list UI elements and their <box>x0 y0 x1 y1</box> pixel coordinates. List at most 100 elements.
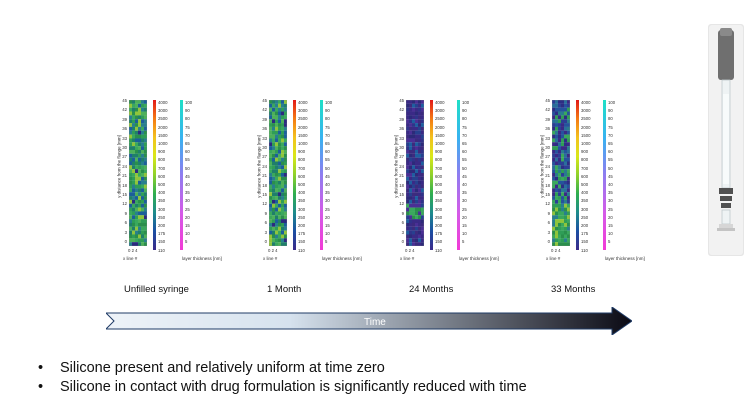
color-scale-tick-label: 1500 <box>158 132 168 138</box>
heatmap-cell <box>141 215 145 220</box>
heatmap-cell <box>415 138 419 143</box>
heatmap-cell <box>561 111 565 116</box>
heatmap-cell <box>555 238 559 243</box>
caption-1-month: 1 Month <box>267 284 302 295</box>
heatmap-cell <box>409 222 413 227</box>
color-scale-tick-label: 200 <box>158 223 166 228</box>
heatmap-cell <box>138 119 142 124</box>
y-tick-label: 45 <box>545 98 550 103</box>
heatmap-cell <box>406 169 410 174</box>
heatmap-cell <box>561 219 565 223</box>
color-scale-tick-label: 200 <box>298 223 306 228</box>
heatmap-cell <box>558 196 562 200</box>
heatmap-cell <box>281 130 285 135</box>
color-scale-tick-label: 800 <box>298 157 306 163</box>
y-tick-label: 36 <box>262 126 267 132</box>
heatmap-cell <box>132 153 136 158</box>
heatmap-cell <box>132 130 136 135</box>
heatmap-cell <box>278 196 282 200</box>
heatmap-cell <box>406 176 410 181</box>
heatmap-cell <box>132 149 136 154</box>
heatmap-cell <box>135 238 139 243</box>
heatmap-cell <box>409 107 413 112</box>
color-scale-tick-label: 4000 <box>581 100 591 105</box>
heatmap-cell <box>144 111 147 116</box>
heatmap-cell <box>558 199 562 204</box>
heatmap-cell <box>567 111 570 116</box>
heatmap-cell <box>144 126 147 131</box>
heatmap-cell <box>555 196 559 200</box>
color-scale-tick-label: 150 <box>158 239 166 245</box>
heatmap-cell <box>141 134 145 139</box>
heatmap-cell <box>558 184 562 189</box>
heatmap-cell <box>132 126 136 131</box>
color-scale-tick-label: 110 <box>158 247 165 253</box>
heatmap-cell <box>144 180 147 185</box>
heatmap-cell <box>552 149 556 154</box>
heatmap-cell <box>269 100 273 104</box>
heatmap-cell <box>412 215 416 220</box>
y-tick-label: 15 <box>399 192 404 197</box>
heatmap-cell <box>132 165 136 170</box>
heatmap-cell <box>409 100 413 104</box>
heatmap-cell <box>421 142 424 147</box>
heatmap-cell <box>144 157 147 162</box>
heatmap-cell <box>552 230 556 235</box>
heatmap-cell <box>272 153 276 158</box>
heatmap-cell <box>555 226 559 231</box>
heatmap-cell <box>406 130 410 135</box>
heatmap-cell <box>275 138 279 143</box>
color-scale-tick-label: 2500 <box>298 116 308 122</box>
y-tick-label: 33 <box>122 135 127 141</box>
color-scale-tick-label: 35 <box>185 190 190 196</box>
heatmap-cell <box>281 100 285 104</box>
heatmap-cell <box>129 176 133 181</box>
heatmap-cell <box>567 184 570 189</box>
color-scale-tick-label: 20 <box>325 214 330 220</box>
heatmap-cell <box>415 134 419 139</box>
heatmap-cell <box>272 180 276 185</box>
heatmap-cell <box>561 107 565 112</box>
heatmap-cell <box>275 188 279 193</box>
heatmap-cell <box>561 169 565 174</box>
y-tick-label: 42 <box>399 107 404 113</box>
color-scale-ticks: 100 90 80 75 70 65 60 55 50 45 40 35 30 25 20 15 10 5 <box>462 100 482 255</box>
heatmap-cell <box>269 103 273 108</box>
heatmap-cell <box>278 169 282 174</box>
heatmap-cell <box>558 111 562 116</box>
color-scale-tick-label: 300 <box>298 206 306 212</box>
heatmap-cell <box>144 176 147 181</box>
heatmap-cell <box>275 153 279 158</box>
heatmap-cell <box>269 138 273 143</box>
heatmap-cell <box>284 157 287 162</box>
heatmap-cell <box>135 153 139 158</box>
heatmap-cell <box>552 134 556 139</box>
heatmap-cell <box>409 119 413 124</box>
heatmap-cell <box>278 238 282 243</box>
color-scale-tick-label: 90 <box>185 108 190 114</box>
heatmap-cell <box>558 103 562 108</box>
heatmap-cell <box>567 134 570 139</box>
heatmap-cell <box>567 115 570 120</box>
heatmap-cell <box>564 115 568 120</box>
x-axis-ticks: 0 2 4 <box>128 248 138 253</box>
heatmap-cell <box>418 103 422 108</box>
color-scale-tick-label: 150 <box>581 239 589 245</box>
heatmap-cell <box>561 165 565 170</box>
color-scale-tick-label: 80 <box>185 116 190 122</box>
heatmap-cell <box>418 199 422 204</box>
heatmap-cell <box>138 149 142 154</box>
heatmap-cell <box>412 196 416 200</box>
heatmap-cell <box>415 203 419 208</box>
color-scale-tick-label: 800 <box>435 157 443 163</box>
heatmap-cell <box>138 134 142 139</box>
heatmap-cell <box>138 215 142 220</box>
y-tick-label: 21 <box>262 173 267 179</box>
heatmap-cell <box>269 234 273 239</box>
heatmap-cell <box>418 238 422 243</box>
color-scale-tick-label: 700 <box>158 165 166 171</box>
heatmap-cell <box>409 111 413 116</box>
bullet-item: • Silicone present and relatively unifor… <box>38 359 527 378</box>
heatmap-cell <box>415 219 419 223</box>
heatmap-cell <box>269 111 273 116</box>
